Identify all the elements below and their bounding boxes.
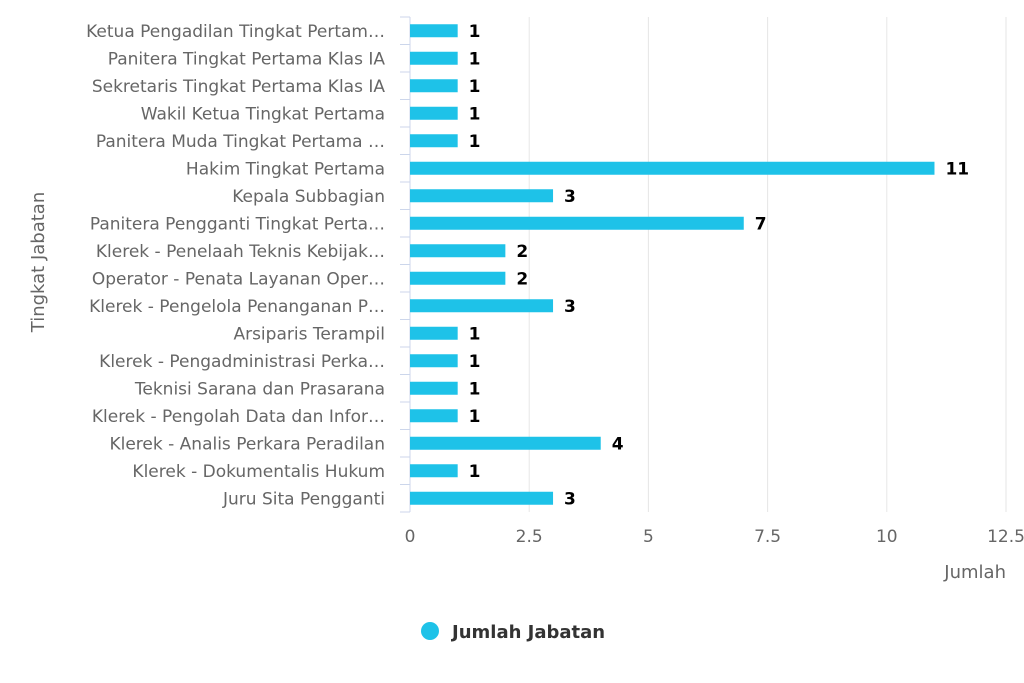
y-axis-title: Tingkat Jabatan: [28, 192, 49, 333]
data-label: 1: [469, 462, 481, 482]
data-label: 1: [469, 77, 481, 97]
data-label: 3: [564, 297, 576, 317]
grid-lines: [400, 16, 1007, 513]
category-labels: Ketua Pengadilan Tingkat Pertam… Panitera…: [86, 22, 385, 510]
category-label: Wakil Ketua Tingkat Pertama: [141, 104, 385, 124]
category-label: Klerek - Pengadministrasi Perka…: [99, 352, 385, 372]
category-label: Panitera Pengganti Tingkat Perta…: [90, 214, 385, 234]
data-label: 3: [564, 489, 576, 509]
bar[interactable]: [410, 51, 458, 65]
data-label: 1: [469, 104, 481, 124]
data-label: 11: [945, 159, 969, 179]
bars: [410, 24, 935, 505]
bar[interactable]: [410, 134, 458, 148]
bar[interactable]: [410, 161, 935, 175]
data-label: 1: [469, 407, 481, 427]
x-tick-label: 10: [876, 527, 898, 547]
data-label: 3: [564, 187, 576, 207]
data-label: 1: [469, 132, 481, 152]
bar[interactable]: [410, 106, 458, 120]
legend[interactable]: Jumlah Jabatan: [421, 622, 605, 643]
category-label: Ketua Pengadilan Tingkat Pertam…: [86, 22, 385, 42]
data-label: 7: [755, 214, 767, 234]
category-label: Klerek - Penelaah Teknis Kebijak…: [96, 242, 385, 262]
bar[interactable]: [410, 381, 458, 395]
category-label: Arsiparis Terampil: [233, 324, 385, 344]
category-label: Sekretaris Tingkat Pertama Klas IA: [92, 77, 386, 97]
x-axis-title: Jumlah: [943, 562, 1006, 583]
bar[interactable]: [410, 216, 744, 230]
bar[interactable]: [410, 299, 554, 313]
x-tick-label: 0: [405, 527, 416, 547]
category-label: Klerek - Pengolah Data dan Infor…: [92, 407, 385, 427]
bar[interactable]: [410, 464, 458, 478]
x-tick-label: 12.5: [987, 527, 1024, 547]
category-label: Juru Sita Pengganti: [222, 489, 385, 509]
bar[interactable]: [410, 436, 601, 450]
category-label: Teknisi Sarana dan Prasarana: [134, 379, 385, 399]
category-label: Kepala Subbagian: [232, 187, 385, 207]
bar[interactable]: [410, 271, 506, 285]
category-label: Klerek - Analis Perkara Peradilan: [109, 434, 385, 454]
x-tick-label: 2.5: [516, 527, 543, 547]
data-label: 1: [469, 379, 481, 399]
data-label: 1: [469, 324, 481, 344]
bar[interactable]: [410, 491, 554, 505]
bar[interactable]: [410, 244, 506, 258]
x-tick-label: 5: [643, 527, 654, 547]
data-label: 1: [469, 49, 481, 69]
legend-marker: [421, 622, 439, 640]
bar[interactable]: [410, 24, 458, 38]
legend-label: Jumlah Jabatan: [450, 622, 605, 643]
category-label: Panitera Tingkat Pertama Klas IA: [108, 49, 386, 69]
data-label: 1: [469, 22, 481, 42]
data-label: 4: [612, 434, 624, 454]
category-label: Panitera Muda Tingkat Pertama …: [96, 132, 385, 152]
data-label: 1: [469, 352, 481, 372]
category-label: Klerek - Pengelola Penanganan P…: [89, 297, 385, 317]
x-tick-label: 7.5: [754, 527, 781, 547]
category-label: Klerek - Dokumentalis Hukum: [132, 462, 385, 482]
data-label: 2: [516, 269, 528, 289]
bar[interactable]: [410, 354, 458, 368]
data-label: 2: [516, 242, 528, 262]
bar[interactable]: [410, 326, 458, 340]
bar[interactable]: [410, 409, 458, 423]
category-label: Operator - Penata Layanan Oper…: [92, 269, 385, 289]
bar[interactable]: [410, 189, 554, 203]
bar[interactable]: [410, 79, 458, 93]
category-label: Hakim Tingkat Pertama: [186, 159, 385, 179]
x-axis-ticks: 0 2.5 5 7.5 10 12.5: [405, 527, 1024, 547]
